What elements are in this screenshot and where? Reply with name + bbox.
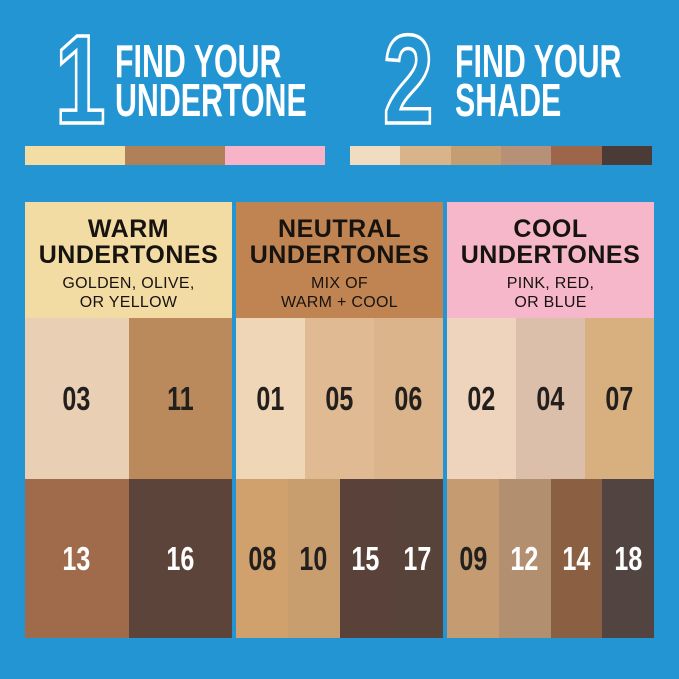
shade-number-14: 14 [562, 540, 591, 577]
warm-title: WARM UNDERTONES [25, 216, 232, 268]
warm-title-line2: UNDERTONES [38, 241, 219, 269]
shade-swatch-01: 01 [236, 318, 305, 479]
cool-subtitle: PINK, RED, OR BLUE [447, 274, 654, 312]
warm-title-line1: WARM [87, 215, 170, 243]
shade-number-12: 12 [510, 540, 539, 577]
shade-number-11: 11 [166, 380, 194, 417]
shade-swatch-13: 13 [25, 479, 129, 638]
shade-swatch-11: 11 [128, 318, 232, 479]
shade-number-02: 02 [467, 380, 496, 417]
neutral-title: NEUTRAL UNDERTONES [236, 216, 443, 268]
warm-subtitle: GOLDEN, OLIVE, OR YELLOW [25, 274, 232, 312]
step-2-title: FIND YOUR SHADE [455, 35, 679, 126]
cool-title: COOL UNDERTONES [447, 216, 654, 268]
undertone-bar-swatch-neutral [125, 146, 225, 165]
shade-swatch-10: 10 [287, 479, 340, 638]
shade-number-05: 05 [325, 380, 354, 417]
shade-swatch-12: 12 [498, 479, 551, 638]
step-1-title-line1: FIND YOUR [115, 35, 282, 87]
shade-number-15: 15 [351, 540, 380, 577]
shade-number-07: 07 [605, 380, 634, 417]
column-warm: WARM UNDERTONES GOLDEN, OLIVE, OR YELLOW… [25, 202, 232, 638]
step-1-title-line2: UNDERTONE [115, 74, 307, 126]
shade-bar-swatch-2 [400, 146, 451, 165]
column-cool: COOL UNDERTONES PINK, RED, OR BLUE 02 04… [447, 202, 654, 638]
shade-swatch-02: 02 [447, 318, 516, 479]
shade-swatch-18: 18 [602, 479, 654, 638]
warm-dark-shades-row: 13 16 [25, 479, 232, 638]
step-2-heading: 2 FIND YOUR SHADE [382, 9, 679, 150]
shade-number-13: 13 [62, 540, 91, 577]
step-2-title-line2: SHADE [455, 74, 562, 126]
neutral-title-line2: UNDERTONES [249, 241, 430, 269]
shade-bar-swatch-1 [350, 146, 401, 165]
shade-number-09: 09 [458, 540, 487, 577]
undertone-bar-swatch-warm [25, 146, 125, 165]
warm-light-shades-row: 03 11 [25, 318, 232, 479]
shade-number-10: 10 [299, 540, 328, 577]
undertone-color-bar [25, 146, 325, 165]
column-neutral: NEUTRAL UNDERTONES MIX OF WARM + COOL 01… [236, 202, 443, 638]
shade-swatch-03: 03 [25, 318, 129, 479]
step-2-number: 2 [382, 9, 435, 150]
shade-swatch-05: 05 [305, 318, 374, 479]
neutral-subtitle: MIX OF WARM + COOL [236, 274, 443, 312]
shade-swatch-04: 04 [516, 318, 585, 479]
undertone-columns: WARM UNDERTONES GOLDEN, OLIVE, OR YELLOW… [25, 202, 654, 638]
neutral-header: NEUTRAL UNDERTONES MIX OF WARM + COOL [236, 202, 443, 318]
shade-swatch-07: 07 [585, 318, 654, 479]
neutral-subtitle-line2: WARM + COOL [281, 294, 398, 311]
undertone-bar-swatch-cool [225, 146, 325, 165]
warm-header: WARM UNDERTONES GOLDEN, OLIVE, OR YELLOW [25, 202, 232, 318]
cool-light-shades-row: 02 04 07 [447, 318, 654, 479]
shade-number-03: 03 [62, 380, 91, 417]
shade-swatch-16: 16 [128, 479, 232, 638]
cool-title-line2: UNDERTONES [460, 241, 641, 269]
neutral-dark-shades-row: 08 10 15 17 [236, 479, 443, 638]
shade-number-16: 16 [166, 540, 195, 577]
warm-subtitle-line2: OR YELLOW [79, 294, 178, 311]
shade-swatch-08: 08 [236, 479, 288, 638]
shade-number-06: 06 [394, 380, 423, 417]
step-1-number: 1 [54, 9, 107, 150]
cool-subtitle-line2: OR BLUE [514, 294, 587, 311]
shade-bar-swatch-5 [551, 146, 602, 165]
shade-swatch-06: 06 [374, 318, 443, 479]
shade-bar-swatch-3 [450, 146, 501, 165]
shade-bar-swatch-6 [601, 146, 652, 165]
cool-subtitle-line1: PINK, RED, [506, 275, 595, 292]
shade-number-18: 18 [614, 540, 643, 577]
shade-swatch-17: 17 [391, 479, 443, 638]
cool-header: COOL UNDERTONES PINK, RED, OR BLUE [447, 202, 654, 318]
step-2-title-line1: FIND YOUR [455, 35, 622, 87]
shade-color-bar [350, 146, 652, 165]
neutral-title-line1: NEUTRAL [278, 215, 401, 243]
neutral-subtitle-line1: MIX OF [311, 275, 368, 292]
step-1-title: FIND YOUR UNDERTONE [115, 35, 406, 126]
step-1-heading: 1 FIND YOUR UNDERTONE [54, 9, 406, 150]
cool-dark-shades-row: 09 12 14 18 [447, 479, 654, 638]
shade-bar-swatch-4 [500, 146, 552, 165]
shade-number-17: 17 [403, 540, 432, 577]
shade-number-08: 08 [247, 540, 276, 577]
shade-swatch-14: 14 [550, 479, 603, 638]
shade-swatch-09: 09 [447, 479, 499, 638]
shade-swatch-15: 15 [339, 479, 392, 638]
neutral-light-shades-row: 01 05 06 [236, 318, 443, 479]
cool-title-line1: COOL [513, 215, 588, 243]
warm-subtitle-line1: GOLDEN, OLIVE, [62, 275, 195, 292]
shade-number-04: 04 [536, 380, 565, 417]
shade-number-01: 01 [256, 380, 285, 417]
